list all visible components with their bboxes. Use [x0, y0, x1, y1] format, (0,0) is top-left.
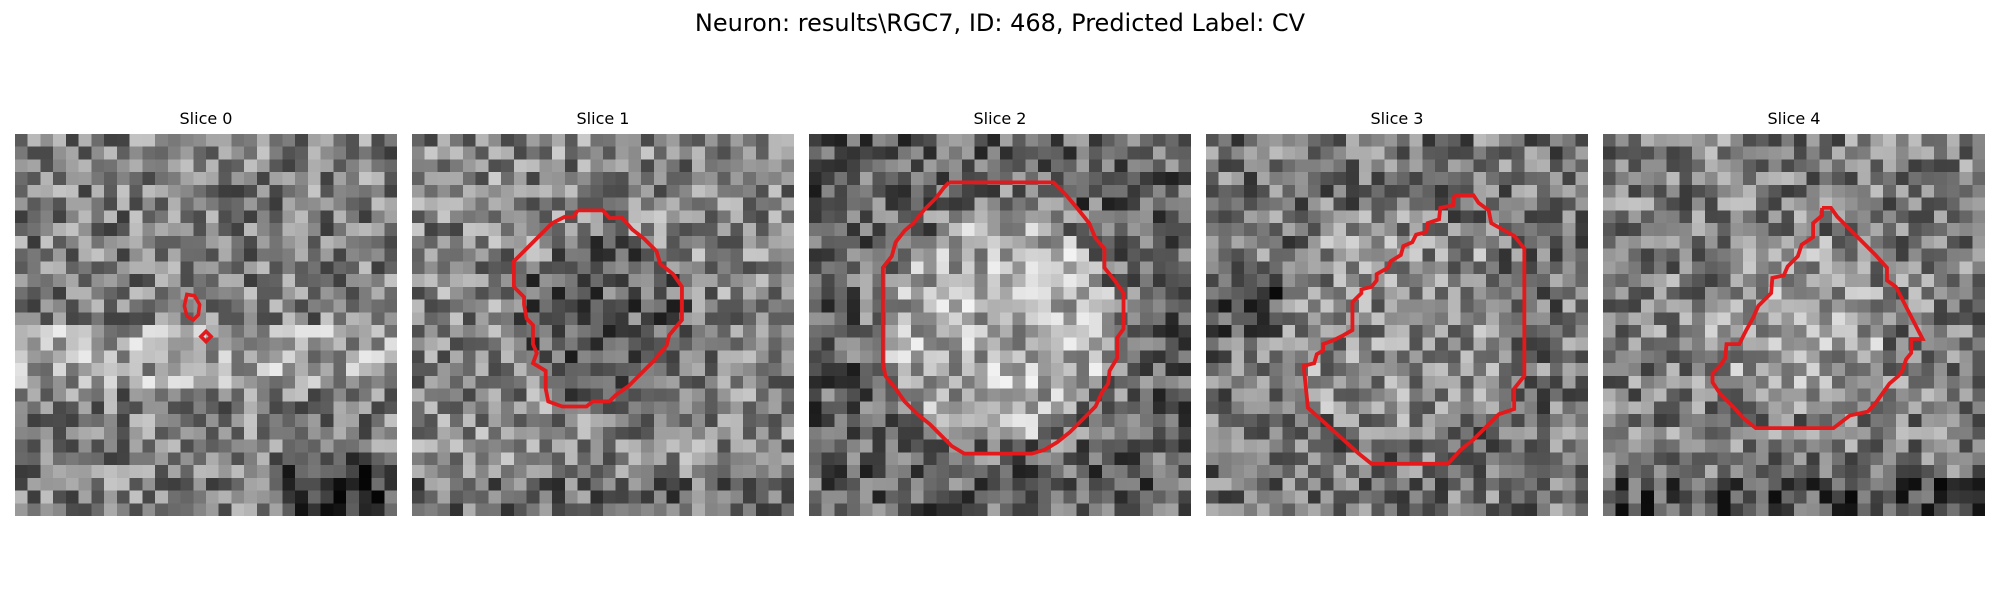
slice-panel-0: Slice 0	[15, 108, 397, 516]
grayscale-pixels	[1206, 134, 1588, 516]
roi-contour	[1302, 193, 1527, 466]
grayscale-pixels	[1603, 134, 1985, 516]
grayscale-pixels	[15, 134, 397, 516]
grayscale-pixels	[412, 134, 794, 516]
grayscale-pixels	[809, 134, 1191, 516]
roi-contour	[880, 180, 1126, 456]
slice-image	[809, 134, 1191, 516]
roi-contour	[511, 208, 684, 409]
slice-title: Slice 2	[973, 109, 1027, 128]
slice-image	[1603, 134, 1985, 516]
roi-contour	[1710, 205, 1926, 431]
slice-panel-3: Slice 3	[1206, 108, 1588, 516]
figure-title: Neuron: results\RGC7, ID: 468, Predicted…	[694, 9, 1306, 37]
roi-contour	[182, 292, 202, 323]
slice-panel-4: Slice 4	[1603, 108, 1985, 516]
slice-title: Slice 1	[576, 109, 630, 128]
slice-image	[1206, 134, 1588, 516]
slice-title: Slice 4	[1767, 109, 1821, 128]
slice-image	[412, 134, 794, 516]
slice-panel-1: Slice 1	[412, 108, 794, 516]
slice-title: Slice 3	[1370, 109, 1424, 128]
roi-contour	[198, 328, 214, 345]
slice-title: Slice 0	[179, 109, 233, 128]
slice-panel-2: Slice 2	[809, 108, 1191, 516]
slice-image	[15, 134, 397, 516]
